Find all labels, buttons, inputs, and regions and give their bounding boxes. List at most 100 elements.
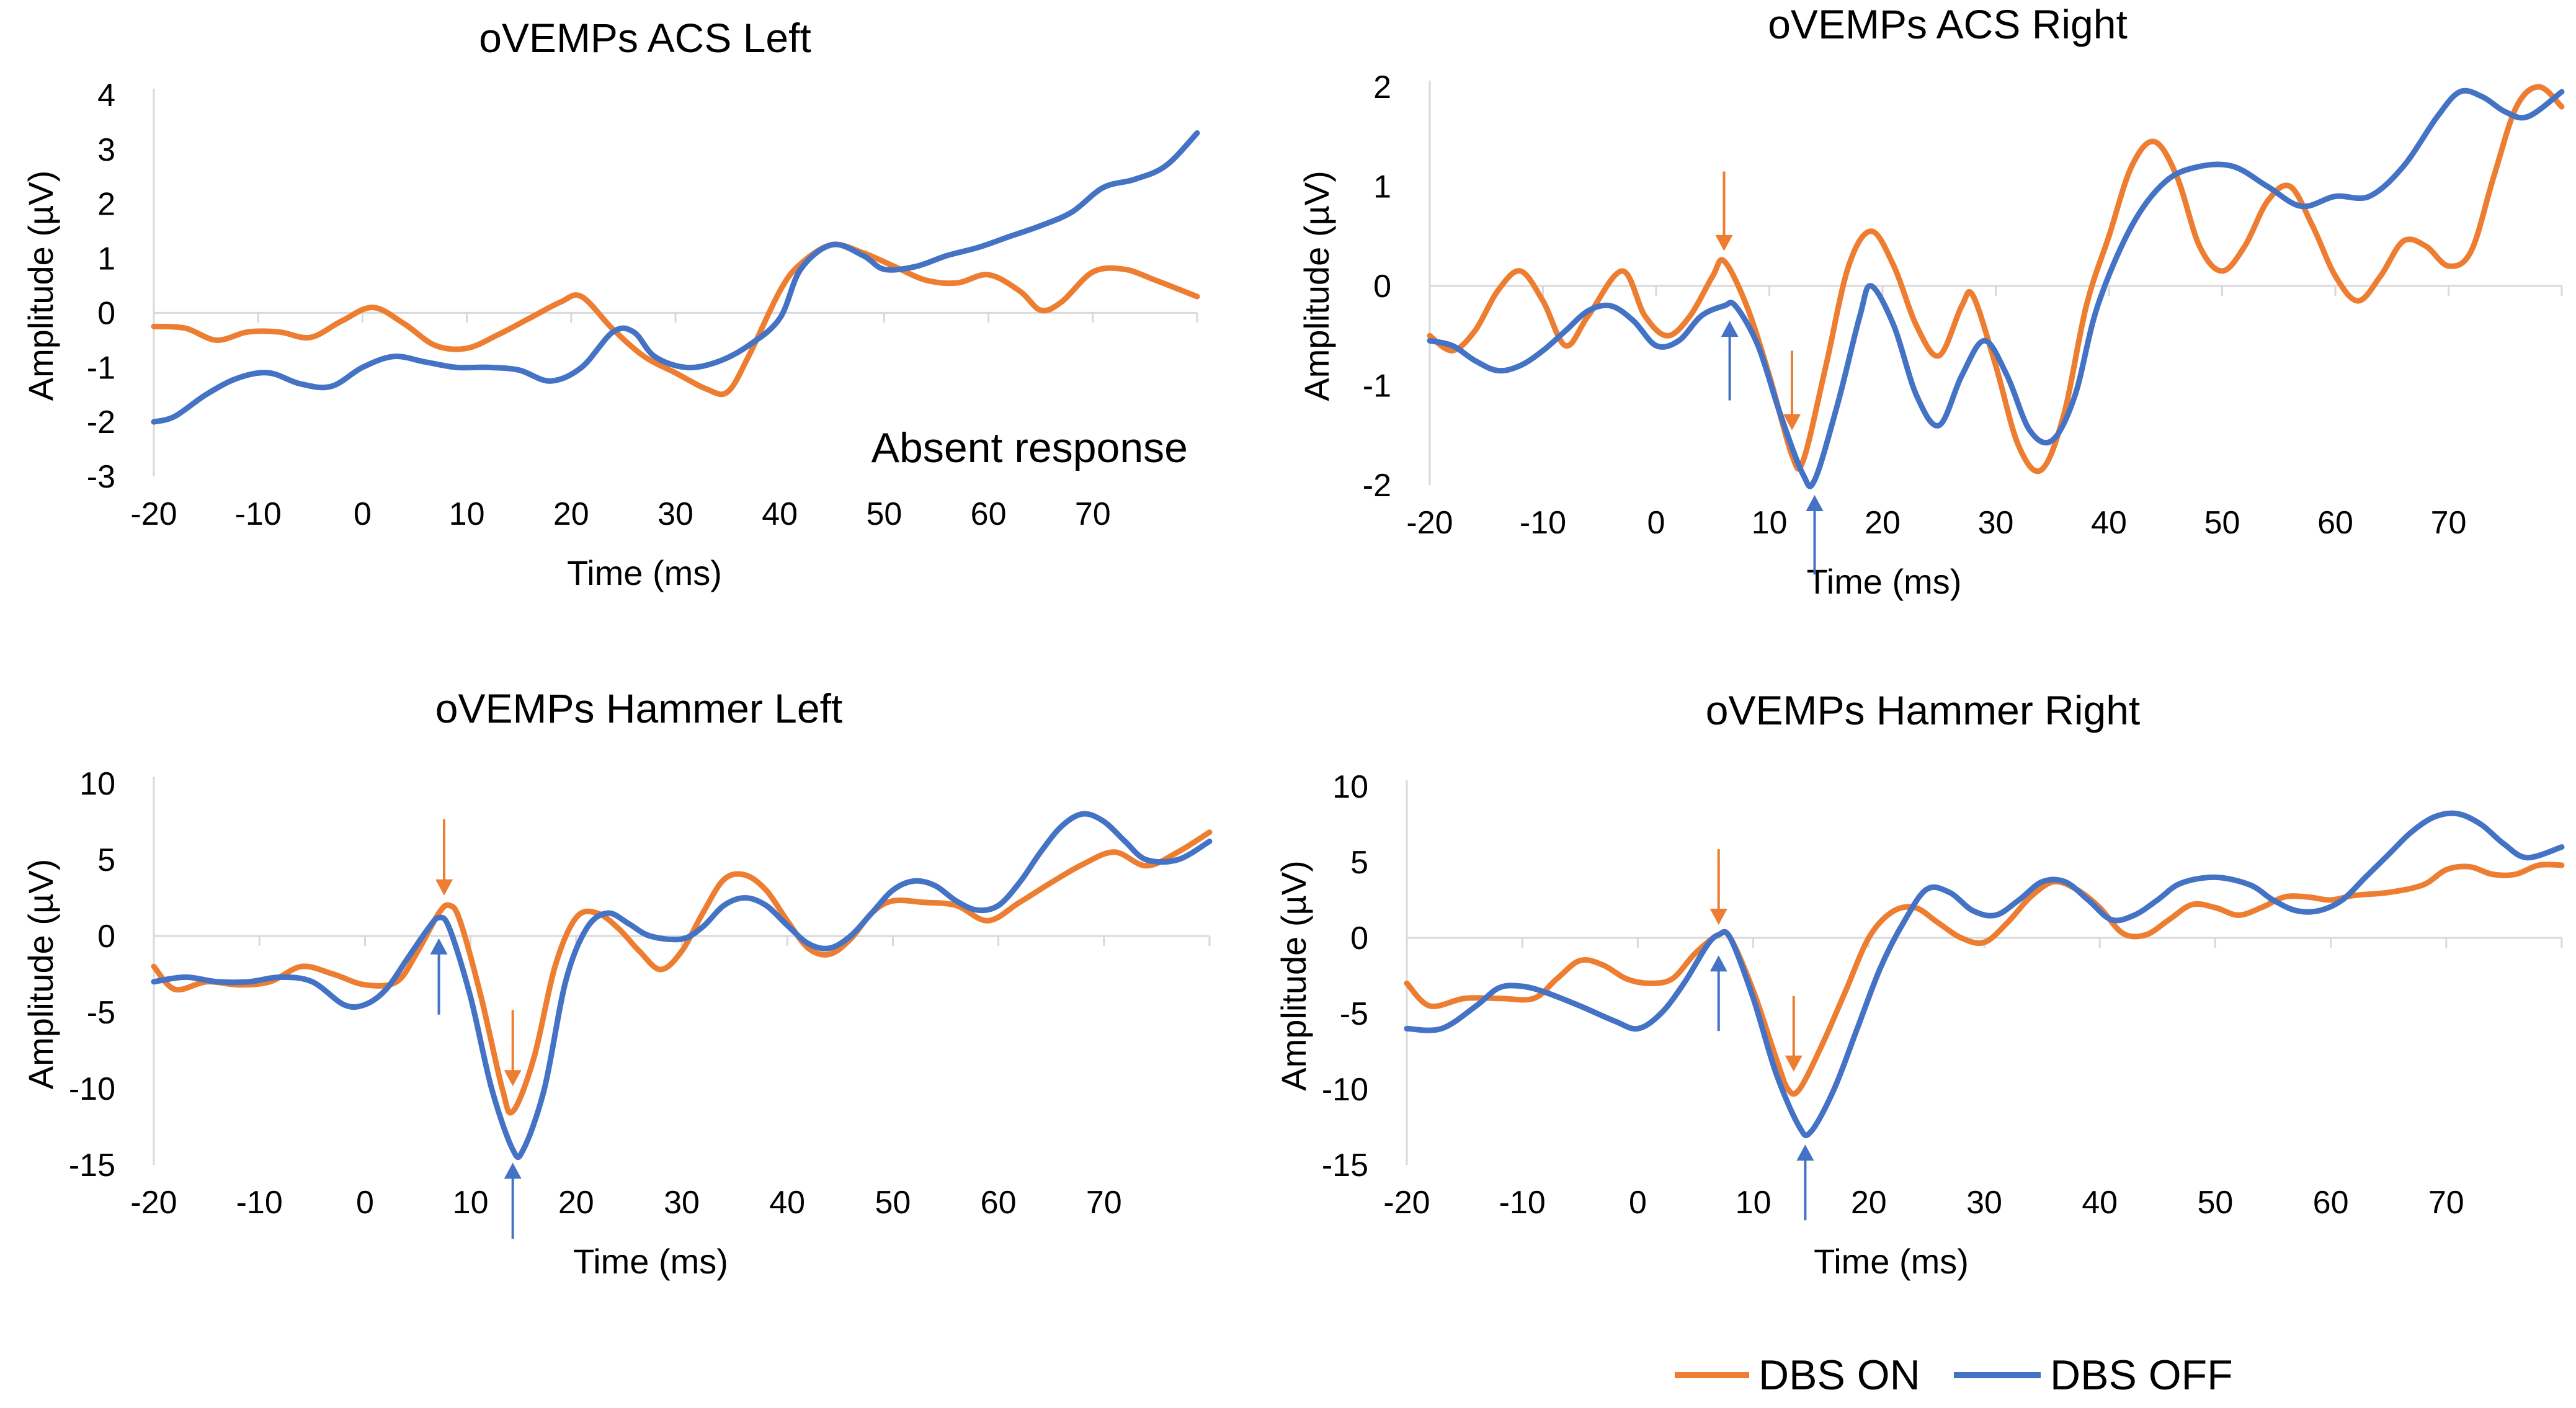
- x-tick-label: 60: [2317, 505, 2353, 541]
- y-axis-label: Amplitude (µV): [1274, 860, 1313, 1091]
- y-tick-label: -2: [87, 404, 115, 440]
- x-tick-label: -10: [1520, 505, 1566, 541]
- arrow-head: [504, 1162, 522, 1179]
- y-tick-label: 3: [97, 132, 115, 168]
- y-tick-label: 0: [1373, 269, 1391, 305]
- legend-label-dbs-on: DBS ON: [1758, 1352, 1920, 1399]
- y-tick-label: -15: [1322, 1147, 1368, 1183]
- peak-arrow-dbs-off: [430, 938, 448, 1015]
- x-tick-label: 40: [2091, 505, 2127, 541]
- x-tick-label: 10: [453, 1185, 489, 1221]
- arrow-head: [1715, 234, 1733, 251]
- y-tick-label: -10: [1322, 1072, 1368, 1108]
- x-tick-label: 10: [1736, 1185, 1772, 1221]
- x-tick-label: 0: [354, 496, 372, 532]
- arrow-head: [430, 938, 448, 955]
- peak-arrow-dbs-off: [1806, 495, 1824, 575]
- x-tick-label: 50: [2204, 505, 2240, 541]
- x-tick-label: 30: [1978, 505, 2014, 541]
- peak-arrow-dbs-on: [504, 1010, 522, 1087]
- chart-title: oVEMPs Hammer Left: [435, 685, 843, 731]
- arrow-head: [1721, 321, 1739, 337]
- x-tick-label: 60: [2313, 1185, 2349, 1221]
- y-tick-label: -15: [69, 1147, 115, 1183]
- y-tick-label: -1: [1363, 368, 1391, 404]
- x-tick-label: 70: [2428, 1185, 2464, 1221]
- y-axis-label: Amplitude (µV): [21, 859, 60, 1090]
- y-tick-label: -10: [69, 1071, 115, 1107]
- series-line-dbs-on: [1427, 84, 2565, 475]
- chart-annotation: Absent response: [871, 424, 1188, 471]
- y-tick-label: -1: [87, 350, 115, 386]
- arrow-head: [1709, 909, 1727, 925]
- x-tick-label: 20: [558, 1185, 594, 1221]
- x-tick-label: -20: [1383, 1185, 1430, 1221]
- peak-arrow-dbs-on: [1783, 350, 1801, 430]
- series-line-dbs-off: [1427, 87, 2565, 489]
- x-tick-label: 20: [553, 496, 589, 532]
- x-axis-label: Time (ms): [573, 1242, 728, 1281]
- peak-arrow-dbs-on: [1715, 171, 1733, 251]
- series-line-dbs-on: [1404, 862, 2565, 1097]
- x-tick-label: 70: [1086, 1185, 1122, 1221]
- x-tick-label: 30: [1966, 1185, 2002, 1221]
- peak-arrow-dbs-on: [435, 819, 453, 896]
- peak-arrow-dbs-off: [1721, 321, 1739, 401]
- arrow-head: [504, 1070, 522, 1087]
- legend: DBS ON DBS OFF: [1675, 1352, 2233, 1399]
- y-tick-label: 0: [1350, 920, 1368, 956]
- x-tick-label: 40: [769, 1185, 805, 1221]
- y-tick-label: -3: [87, 459, 115, 495]
- x-tick-label: 10: [449, 496, 485, 532]
- y-tick-label: 5: [1350, 845, 1368, 881]
- x-tick-label: 20: [1851, 1185, 1887, 1221]
- y-tick-label: 0: [97, 919, 115, 955]
- x-tick-label: 50: [2197, 1185, 2233, 1221]
- y-tick-label: -5: [1340, 996, 1368, 1032]
- series-line-dbs-off: [1404, 810, 2565, 1139]
- peak-arrow-dbs-off: [1709, 955, 1727, 1031]
- series-line-dbs-on: [151, 241, 1200, 398]
- x-axis-label: Time (ms): [1814, 1242, 1969, 1281]
- y-axis-label: Amplitude (µV): [1297, 171, 1336, 401]
- x-tick-label: -10: [236, 1185, 283, 1221]
- x-tick-label: 50: [866, 496, 902, 532]
- x-tick-label: 30: [664, 1185, 700, 1221]
- x-tick-label: 0: [1647, 505, 1665, 541]
- y-tick-label: 10: [1332, 769, 1368, 805]
- x-tick-label: 70: [1075, 496, 1111, 532]
- y-tick-label: -2: [1363, 468, 1391, 504]
- x-tick-label: -10: [1499, 1185, 1546, 1221]
- series-line-dbs-on: [151, 829, 1213, 1116]
- x-tick-label: 60: [971, 496, 1007, 532]
- legend-label-dbs-off: DBS OFF: [2050, 1352, 2233, 1399]
- x-tick-label: -20: [1406, 505, 1453, 541]
- peak-arrow-dbs-on: [1709, 849, 1727, 925]
- x-tick-label: -10: [235, 496, 282, 532]
- y-axis-label: Amplitude (µV): [21, 171, 60, 401]
- y-tick-label: -5: [87, 995, 115, 1031]
- arrow-head: [1785, 1055, 1803, 1072]
- x-tick-label: 40: [2082, 1185, 2118, 1221]
- x-tick-label: 10: [1752, 505, 1788, 541]
- peak-arrow-dbs-off: [1796, 1144, 1814, 1221]
- x-tick-label: -20: [130, 496, 177, 532]
- arrow-head: [1796, 1144, 1814, 1161]
- x-tick-label: 70: [2431, 505, 2467, 541]
- x-tick-label: -20: [130, 1185, 177, 1221]
- y-tick-label: 4: [97, 78, 115, 114]
- x-axis-label: Time (ms): [1807, 562, 1962, 601]
- y-tick-label: 0: [97, 295, 115, 331]
- chart-title: oVEMPs Hammer Right: [1706, 687, 2141, 733]
- arrow-head: [1783, 414, 1801, 430]
- x-tick-label: 0: [1629, 1185, 1647, 1221]
- y-tick-label: 10: [79, 766, 115, 802]
- y-tick-label: 1: [97, 241, 115, 277]
- arrow-head: [1709, 955, 1727, 972]
- x-tick-label: 20: [1865, 505, 1901, 541]
